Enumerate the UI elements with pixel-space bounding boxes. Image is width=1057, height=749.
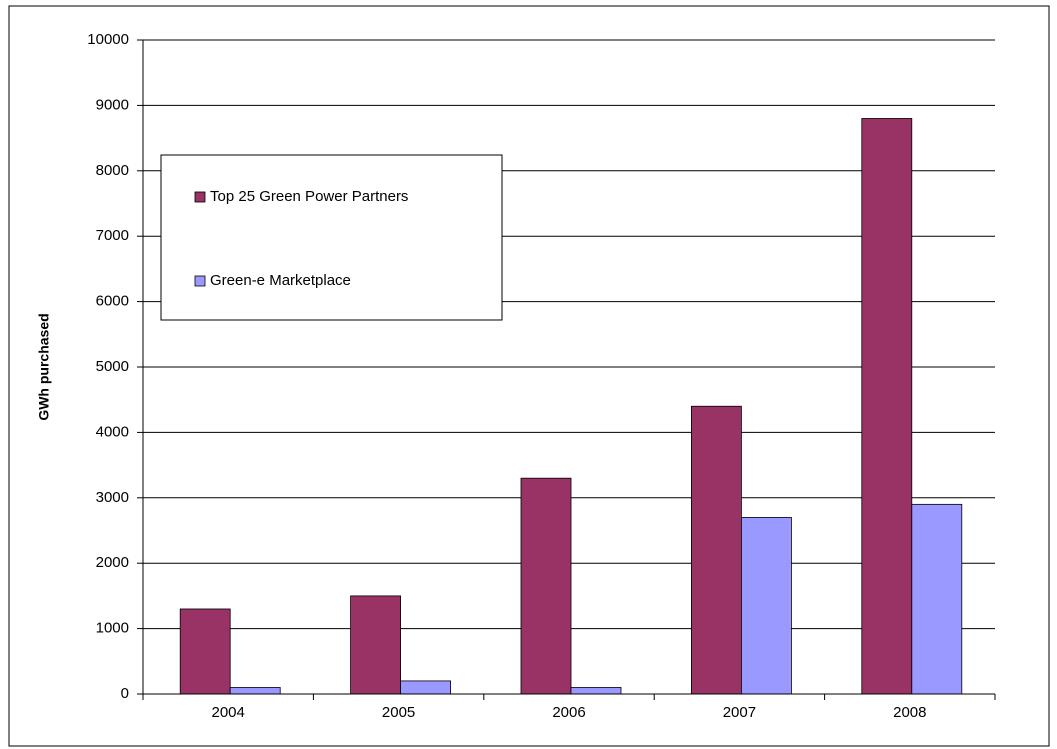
bar — [350, 595, 402, 695]
y-tick-label: 0 — [121, 685, 129, 702]
legend-swatch — [194, 275, 206, 287]
legend-box — [160, 154, 503, 321]
bar — [229, 687, 281, 695]
y-tick-label: 2000 — [96, 554, 129, 571]
x-tick-label: 2006 — [552, 704, 585, 721]
y-tick-label: 8000 — [96, 162, 129, 179]
bar — [400, 680, 452, 695]
bar — [741, 517, 792, 695]
y-tick-label: 5000 — [96, 358, 129, 375]
y-axis-label: GWh purchased — [36, 313, 52, 420]
bar — [570, 687, 622, 695]
y-tick-label: 10000 — [87, 31, 129, 48]
y-tick-label: 7000 — [96, 227, 129, 244]
legend-label: Green-e Marketplace — [210, 272, 351, 289]
x-tick-label: 2007 — [723, 704, 756, 721]
bar — [861, 118, 913, 695]
y-tick-label: 1000 — [96, 620, 129, 637]
bar — [520, 477, 572, 695]
y-tick-label: 9000 — [96, 96, 129, 113]
bar — [691, 405, 742, 695]
x-tick-label: 2004 — [212, 704, 245, 721]
x-tick-label: 2005 — [382, 704, 415, 721]
y-tick-label: 4000 — [96, 423, 129, 440]
y-tick-label: 3000 — [96, 489, 129, 506]
bar — [179, 608, 231, 695]
x-tick-label: 2008 — [893, 704, 926, 721]
bar — [911, 503, 963, 695]
legend-label: Top 25 Green Power Partners — [210, 188, 408, 205]
y-tick-label: 6000 — [96, 293, 129, 310]
legend-swatch — [194, 191, 206, 203]
